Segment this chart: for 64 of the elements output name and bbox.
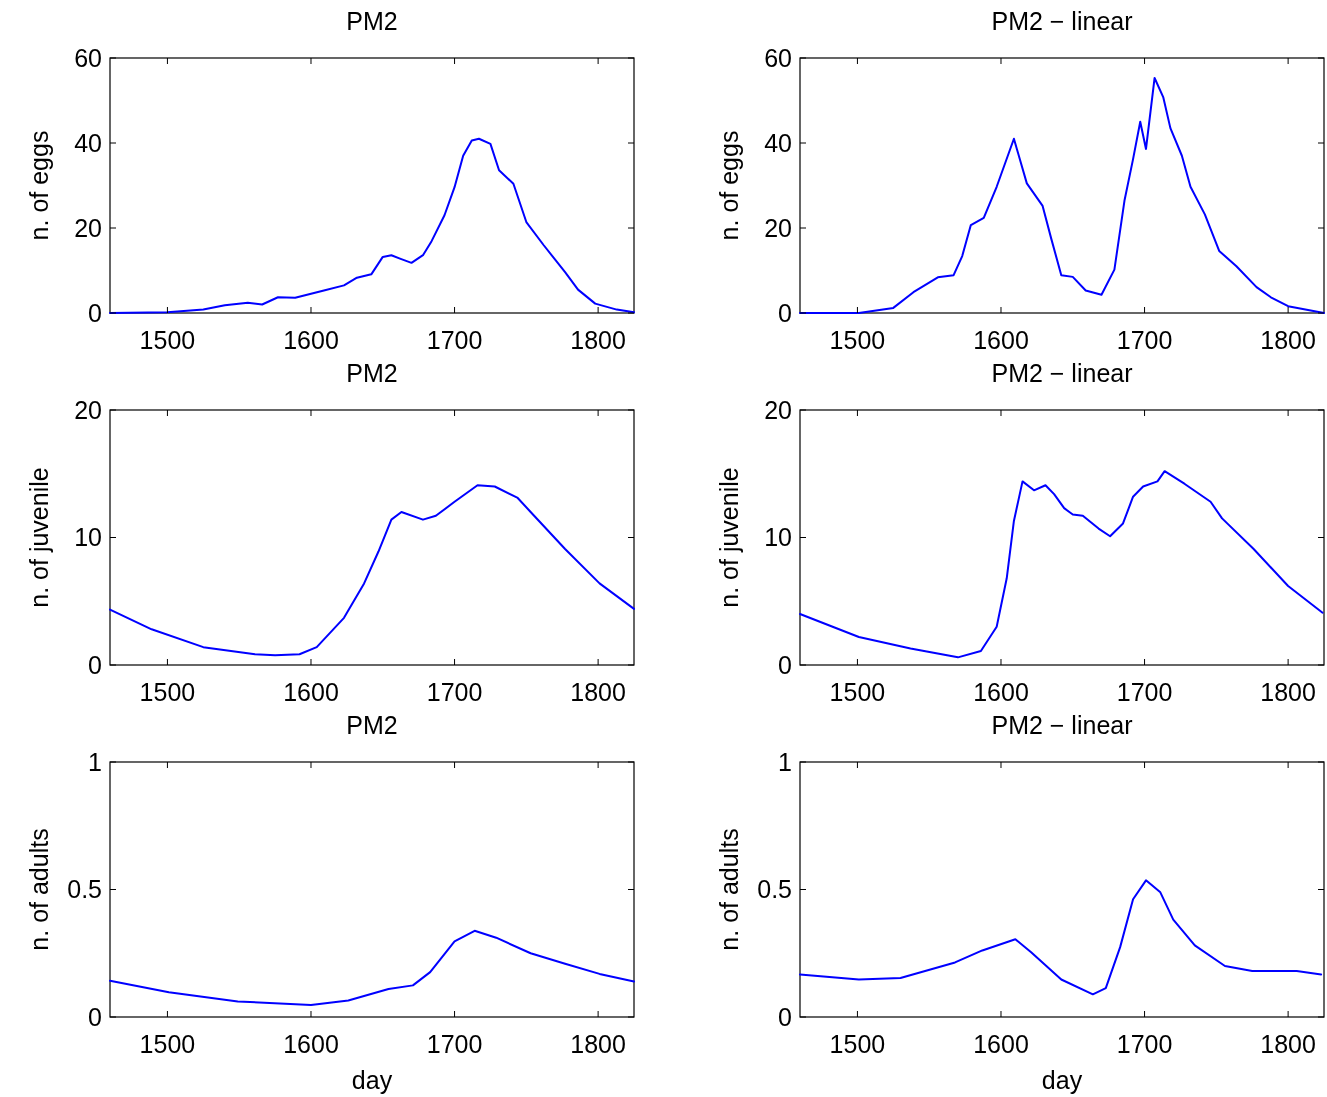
line-series (109, 137, 635, 314)
y-axis-title: n. of juvenile (715, 467, 743, 608)
y-axis-title: n. of eggs (25, 130, 53, 241)
y-tick-label: 20 (764, 213, 792, 242)
chart-title: PM2 (346, 359, 398, 387)
x-tick-label: 1500 (139, 326, 196, 354)
y-axis-title: n. of adults (715, 828, 743, 951)
y-tick-label: 0 (88, 298, 102, 327)
x-tick-label: 1600 (283, 326, 339, 354)
chart-title: PM2 (346, 711, 398, 739)
x-tick-label: 1600 (973, 1030, 1029, 1058)
x-tick-label: 1500 (139, 1030, 196, 1058)
y-tick-label: 0.5 (757, 875, 792, 904)
y-tick-label: 0 (778, 1002, 792, 1031)
x-tick-label: 1800 (1260, 326, 1316, 354)
y-tick-label: 0 (88, 1002, 102, 1031)
chart-title: PM2 − linear (991, 7, 1133, 35)
x-tick-label: 1800 (1260, 1030, 1316, 1058)
y-tick-label: 20 (764, 395, 792, 424)
y-tick-label: 0 (778, 298, 792, 327)
y-tick-label: 20 (74, 395, 102, 424)
y-tick-label: 0.5 (67, 875, 102, 904)
y-tick-label: 1 (778, 747, 792, 776)
line-series (799, 879, 1323, 996)
x-tick-label: 1500 (829, 1030, 886, 1058)
x-tick-label: 1700 (426, 326, 483, 354)
y-tick-label: 60 (74, 43, 102, 72)
x-tick-label: 1800 (570, 1030, 626, 1058)
line-series (109, 484, 635, 657)
line-series (109, 929, 635, 1007)
chart-title: PM2 − linear (991, 711, 1133, 739)
x-tick-label: 1600 (973, 678, 1029, 706)
chart-title: PM2 (346, 7, 398, 35)
x-tick-label: 1800 (1260, 678, 1316, 706)
y-tick-label: 10 (74, 523, 102, 552)
x-tick-label: 1600 (973, 326, 1029, 354)
x-tick-label: 1700 (1116, 326, 1173, 354)
x-tick-label: 1700 (1116, 678, 1173, 706)
x-axis-title: day (1041, 1066, 1083, 1094)
y-axis-title: n. of juvenile (25, 467, 53, 608)
x-tick-label: 1700 (426, 1030, 483, 1058)
y-tick-label: 0 (778, 650, 792, 679)
x-tick-label: 1600 (283, 678, 339, 706)
y-tick-label: 10 (764, 523, 792, 552)
y-tick-label: 40 (74, 128, 102, 157)
y-tick-label: 1 (88, 747, 102, 776)
y-axis-title: n. of eggs (715, 130, 743, 241)
chart-title: PM2 − linear (991, 359, 1133, 387)
x-tick-label: 1600 (283, 1030, 339, 1058)
x-tick-label: 1700 (1116, 1030, 1173, 1058)
line-series (799, 470, 1324, 659)
y-tick-label: 20 (74, 213, 102, 242)
y-tick-label: 40 (764, 128, 792, 157)
x-tick-label: 1500 (829, 326, 886, 354)
x-tick-label: 1500 (829, 678, 886, 706)
x-tick-label: 1700 (426, 678, 483, 706)
x-tick-label: 1500 (139, 678, 196, 706)
y-tick-label: 0 (88, 650, 102, 679)
x-tick-label: 1800 (570, 326, 626, 354)
y-axis-title: n. of adults (25, 828, 53, 951)
x-axis-title: day (351, 1066, 393, 1094)
x-tick-label: 1800 (570, 678, 626, 706)
line-series (799, 76, 1325, 314)
y-tick-label: 60 (764, 43, 792, 72)
